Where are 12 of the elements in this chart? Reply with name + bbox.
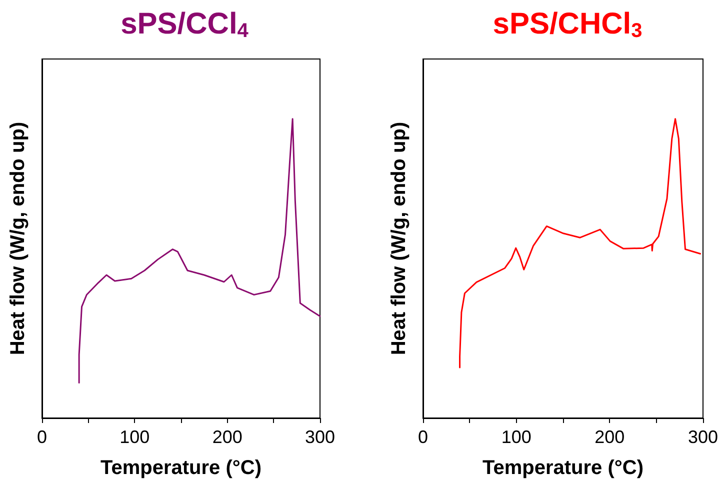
x-axis-title: Temperature (°C)	[482, 457, 644, 479]
x-tick-label: 100	[120, 427, 150, 447]
x-axis-title: Temperature (°C)	[100, 457, 262, 479]
y-axis-title: Heat flow (W/g, endo up)	[7, 122, 29, 356]
x-tick-label: 0	[418, 427, 428, 447]
y-axis-title: Heat flow (W/g, endo up)	[388, 122, 410, 356]
x-tick-label: 0	[36, 427, 48, 447]
x-tick-label: 200	[594, 427, 625, 447]
x-tick-label: 100	[501, 427, 532, 447]
x-tick-label: 200	[212, 427, 242, 447]
x-tick-label: 300	[688, 427, 718, 447]
x-tick-label: 300	[304, 427, 336, 447]
